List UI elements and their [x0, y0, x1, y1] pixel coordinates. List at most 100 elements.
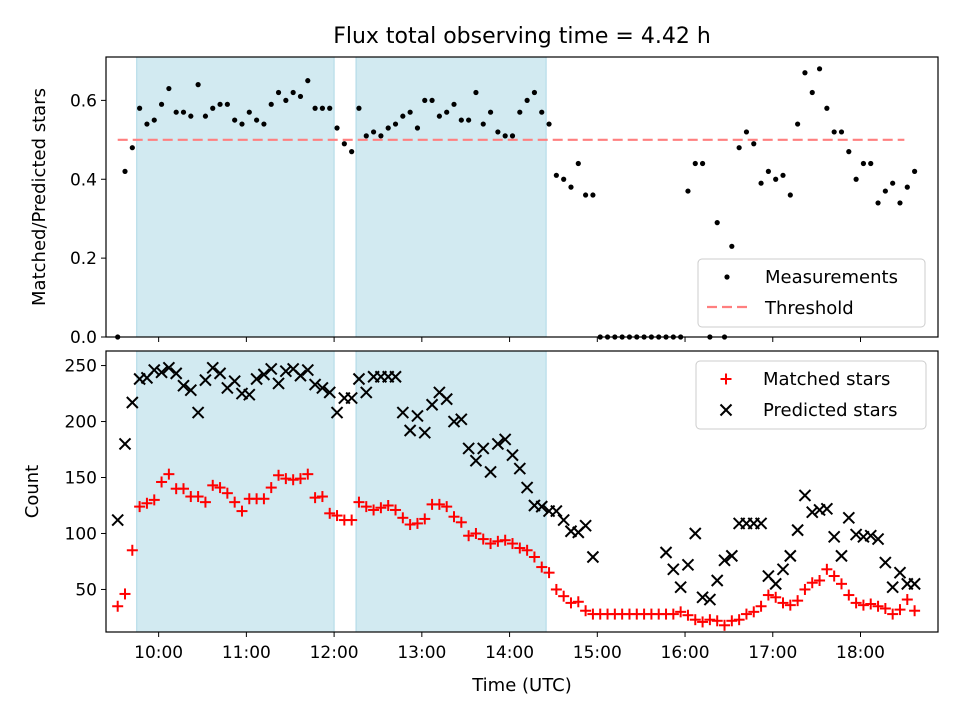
predicted-star-marker	[228, 375, 241, 388]
predicted-star-marker	[806, 506, 819, 519]
predicted-star-marker	[579, 519, 592, 532]
predicted-star-marker	[330, 406, 344, 419]
x-tick-label: 18:00	[836, 643, 885, 663]
matched-star-marker	[273, 469, 285, 481]
predicted-star-marker	[674, 581, 687, 594]
marker-stroke	[667, 563, 680, 576]
x-tick-label: 11:00	[222, 643, 271, 663]
predicted-star-marker	[126, 396, 139, 409]
measurement-point	[283, 97, 289, 103]
matched-star-marker	[740, 608, 752, 620]
marker-stroke	[199, 373, 212, 387]
predicted-star-marker	[667, 563, 680, 576]
matched-star-marker	[214, 482, 226, 494]
marker-stroke	[162, 361, 176, 374]
matched-star-marker	[733, 614, 745, 626]
matched-star-marker	[719, 619, 731, 631]
predicted-star-marker	[586, 550, 600, 564]
count-axis-ticks: 50 100 150 200 250 10:00 11:00 12:00 13:00 14:00 1…	[65, 357, 885, 663]
measurement-point	[561, 176, 567, 182]
measurement-point	[838, 129, 845, 135]
measurement-point	[400, 113, 406, 119]
marker-stroke	[447, 415, 461, 428]
measurement-point	[195, 82, 201, 88]
predicted-legend-marker	[719, 403, 733, 417]
measurement-point	[232, 117, 238, 123]
legend-plus	[720, 373, 732, 385]
matched-star-marker	[463, 530, 475, 542]
measurement-point	[904, 184, 910, 190]
predicted-star-marker	[506, 448, 519, 462]
measurement-point	[334, 125, 340, 131]
marker-stroke	[477, 442, 490, 455]
measurement-point	[802, 70, 808, 76]
marker-stroke	[403, 424, 417, 437]
measurement-point	[392, 121, 399, 127]
matched-star-marker	[499, 534, 511, 546]
marker-stroke	[725, 549, 739, 563]
measurement-point	[487, 109, 494, 115]
measurement-point	[517, 109, 523, 115]
measurement-point	[546, 121, 552, 127]
marker-stroke	[352, 372, 366, 386]
measurement-point	[363, 133, 369, 139]
marker-stroke	[835, 549, 848, 563]
predicted-star-marker	[535, 500, 548, 513]
predicted-star-marker	[243, 388, 256, 401]
y-tick-label: 200	[65, 413, 97, 433]
marker-stroke	[411, 409, 424, 423]
predicted-star-marker	[389, 370, 402, 383]
measurement-point	[378, 133, 384, 139]
measurement-point	[137, 105, 143, 111]
matched-star-marker	[156, 476, 168, 488]
predicted-star-marker	[703, 593, 717, 606]
measurement-point	[692, 160, 698, 167]
predicted-star-marker	[250, 372, 263, 386]
matched-star-marker	[404, 519, 416, 531]
marker-stroke	[191, 406, 205, 419]
predicted-star-marker	[411, 409, 424, 423]
observing-window-band	[355, 350, 547, 633]
predicted-star-marker	[879, 556, 892, 569]
marker-stroke	[257, 368, 271, 381]
measurement-point	[575, 160, 581, 167]
matched-star-marker	[887, 608, 899, 620]
measurement-point	[853, 176, 859, 182]
measurement-point	[539, 109, 545, 115]
marker-stroke	[330, 406, 344, 419]
matched-star-marker	[543, 567, 555, 579]
marker-stroke	[506, 448, 519, 462]
predicted-star-marker	[681, 558, 695, 572]
predicted-star-marker	[294, 369, 307, 382]
measurement-point	[385, 125, 391, 131]
marker-stroke	[696, 591, 709, 604]
measurement-point	[151, 117, 157, 123]
measurement-point	[714, 220, 720, 226]
matched-star-marker	[397, 512, 409, 524]
matched-star-marker	[682, 609, 694, 621]
marker-stroke	[396, 406, 410, 419]
matched-star-marker	[346, 514, 358, 526]
marker-stroke	[345, 391, 358, 405]
predicted-star-markers	[111, 361, 921, 606]
marker-stroke	[908, 577, 921, 591]
matched-star-marker	[470, 527, 482, 539]
measurement-point	[224, 101, 230, 107]
matched-star-marker	[390, 504, 402, 516]
marker-stroke	[798, 489, 812, 502]
matched-star-marker	[689, 614, 701, 626]
marker-stroke	[389, 370, 402, 383]
matched-star-marker	[294, 473, 306, 485]
measurement-point	[414, 125, 421, 131]
measurement-point	[422, 97, 428, 103]
measurement-point	[912, 168, 918, 174]
measurement-point	[341, 141, 347, 147]
count-legend-box	[695, 360, 927, 430]
marker-stroke	[520, 481, 534, 494]
measurement-point	[129, 145, 135, 151]
marker-stroke	[879, 556, 892, 569]
measurement-point	[809, 89, 815, 96]
marker-stroke	[148, 363, 161, 377]
ratio-panel-frame	[105, 56, 939, 338]
